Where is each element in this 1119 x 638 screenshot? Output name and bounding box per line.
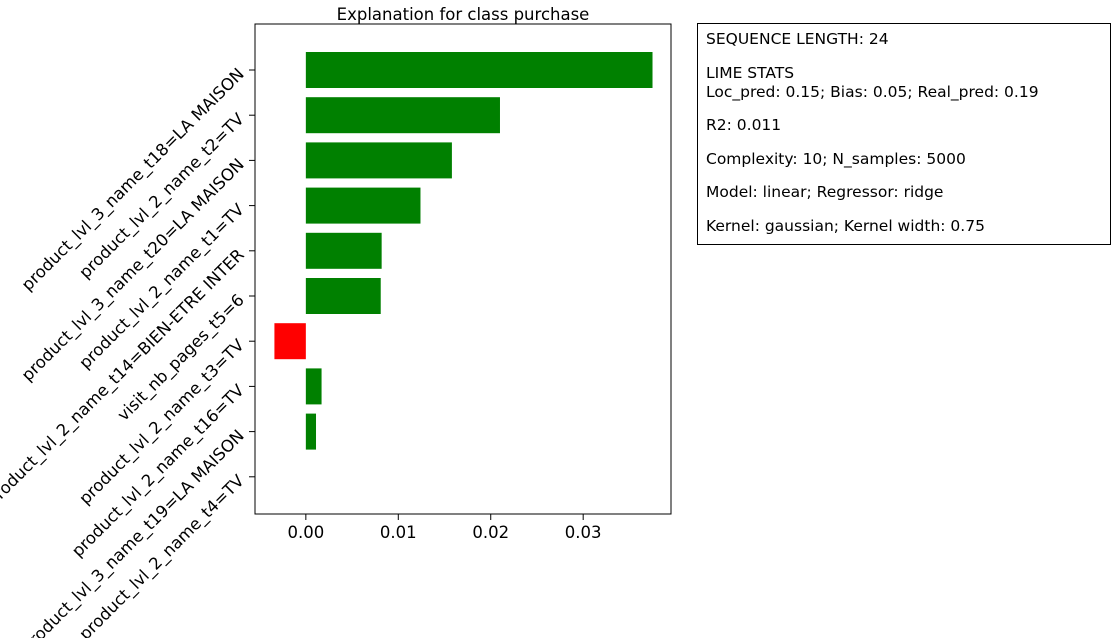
lime-stats-header: LIME STATS: [706, 63, 795, 82]
x-axis: 0.00 0.01 0.02 0.03: [287, 514, 602, 542]
bar-7: [305, 368, 322, 405]
sequence-length-text: SEQUENCE LENGTH: 24: [706, 30, 889, 48]
bar-0: [305, 52, 653, 88]
bar-3: [305, 187, 421, 224]
chart-title: Explanation for class purchase: [337, 5, 590, 24]
bar-2: [305, 142, 452, 179]
bar-1: [305, 97, 500, 134]
prediction-stats-text: Loc_pred: 0.15; Bias: 0.05; Real_pred: 0…: [706, 82, 1039, 101]
r2-text: R2: 0.011: [706, 116, 782, 134]
model-text: Model: linear; Regressor: ridge: [706, 183, 944, 201]
x-tick-label-1: 0.01: [380, 523, 417, 542]
kernel-text: Kernel: gaussian; Kernel width: 0.75: [706, 216, 985, 235]
bars-group: [274, 52, 653, 450]
x-tick-label-3: 0.03: [565, 523, 602, 542]
bar-4: [305, 232, 382, 269]
x-tick-label-0: 0.00: [287, 523, 324, 542]
bar-5: [305, 278, 381, 314]
bar-6: [274, 323, 306, 360]
y-axis: product_lvl_3_name_t18=LA MAISONproduct_…: [0, 64, 255, 638]
x-tick-label-2: 0.02: [472, 523, 509, 542]
bar-8: [305, 413, 317, 450]
lime-stats-box: SEQUENCE LENGTH: 24 LIME STATS Loc_pred:…: [697, 23, 1111, 245]
plot-frame: [254, 23, 672, 515]
complexity-text: Complexity: 10; N_samples: 5000: [706, 149, 966, 168]
y-tick-label-9: product_lvl_2_name_t4=TV: [75, 471, 249, 638]
